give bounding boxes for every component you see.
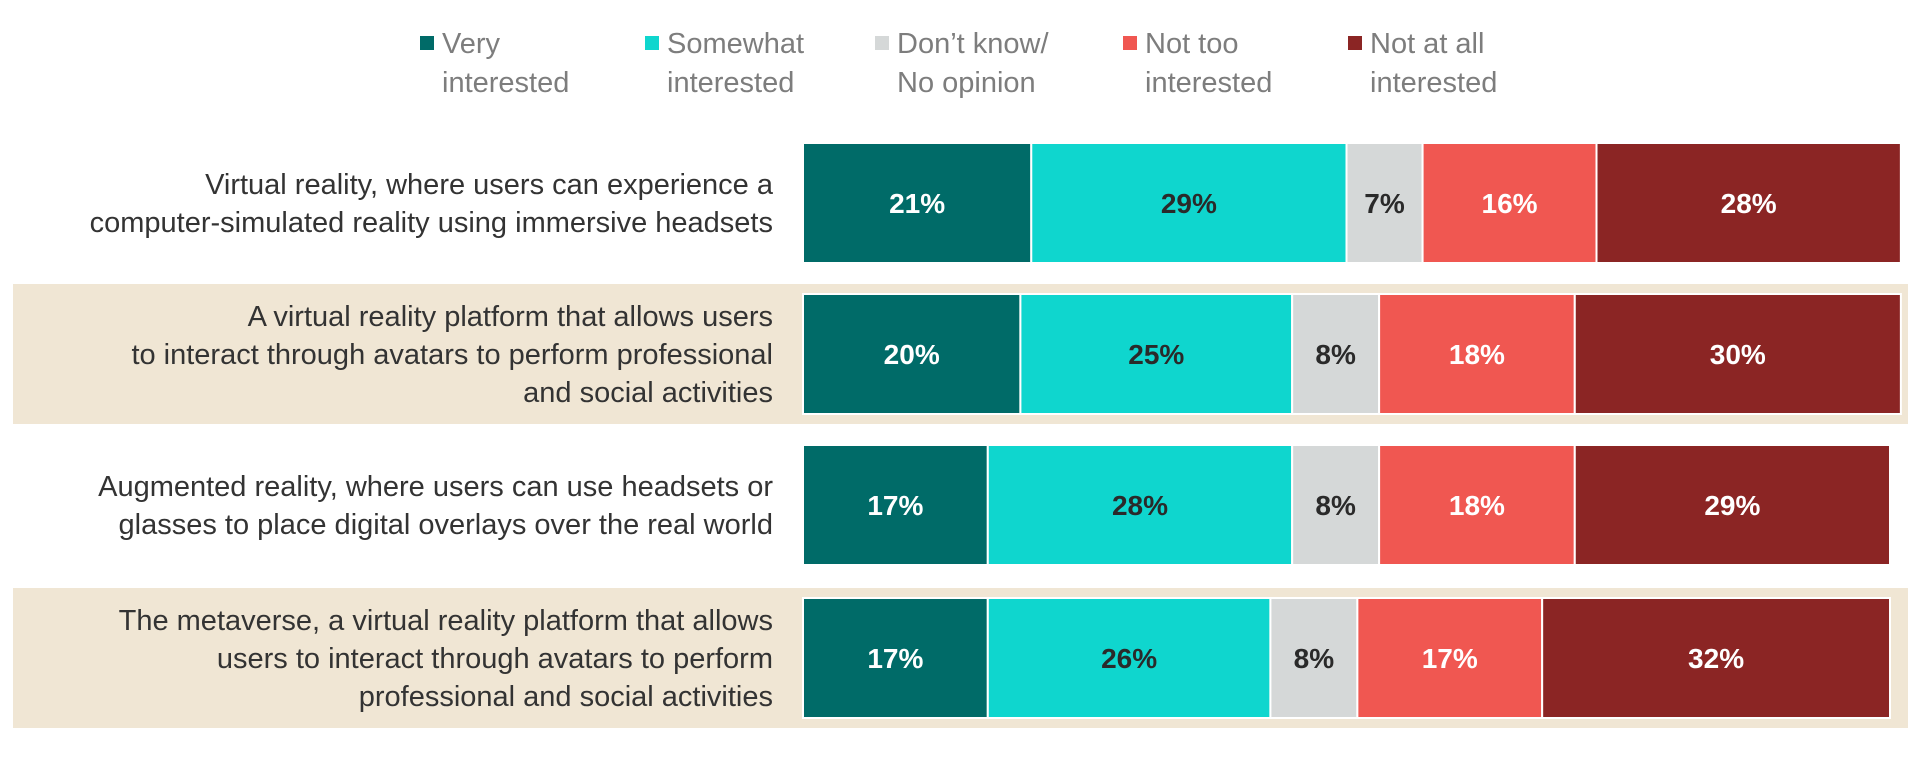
data-label: 26% [1101, 643, 1157, 674]
data-label: 29% [1161, 188, 1217, 219]
bar-segment [802, 444, 989, 566]
data-label: 29% [1704, 490, 1760, 521]
legend-swatch [875, 36, 889, 50]
bar-segment [802, 293, 1022, 415]
legend-swatch [645, 36, 659, 50]
data-label: 8% [1315, 490, 1356, 521]
bar-segment [1356, 597, 1544, 719]
bar-segment [1573, 444, 1892, 566]
bar-segment [1421, 142, 1598, 264]
data-label: 30% [1710, 339, 1766, 370]
data-label: 25% [1128, 339, 1184, 370]
data-label: 20% [884, 339, 940, 370]
legend-swatch [1348, 36, 1362, 50]
bar-segment [1019, 293, 1294, 415]
legend-label: Very interested [442, 28, 569, 99]
data-label: 28% [1112, 490, 1168, 521]
category-label: The metaverse, a virtual reality platfor… [119, 605, 773, 713]
bar-segment [1378, 444, 1576, 566]
data-label: 17% [867, 643, 923, 674]
legend-label: Not at all interested [1370, 28, 1497, 99]
data-label: 21% [889, 188, 945, 219]
legend-item: Somewhat interested [645, 28, 804, 99]
bar-segment [1573, 293, 1902, 415]
bar-segment [986, 444, 1294, 566]
legend-item: Don’t know/No opinion [875, 28, 1049, 99]
data-labels: 21% 29% 7% 16% 28% 20% 25% 8% 18% 30% 17% 28% 8% 18% 2… [867, 188, 1776, 674]
bar-segment [986, 597, 1272, 719]
data-label: 8% [1315, 339, 1356, 370]
bar-segment [1541, 597, 1892, 719]
legend-swatch [1123, 36, 1137, 50]
data-label: 7% [1364, 188, 1405, 219]
bar-segment [1345, 142, 1424, 264]
legend-label: Somewhat interested [667, 28, 804, 99]
data-label: 8% [1294, 643, 1335, 674]
data-label: 17% [867, 490, 923, 521]
category-labels: Virtual reality, where users can experie… [90, 169, 774, 713]
data-label: 17% [1422, 643, 1478, 674]
data-label: 32% [1688, 643, 1744, 674]
bar-segment [1269, 597, 1359, 719]
legend-label: Don’t know/No opinion [897, 28, 1049, 99]
bar-segment [802, 142, 1033, 264]
bar-segment [802, 597, 989, 719]
legend-item: Very interested [420, 28, 569, 99]
bar-segment [1595, 142, 1902, 264]
data-label: 18% [1449, 339, 1505, 370]
data-label: 18% [1449, 490, 1505, 521]
data-label: 16% [1482, 188, 1538, 219]
category-label: A virtual reality platform that allows u… [131, 301, 773, 409]
bar-segment [1291, 293, 1381, 415]
legend-label: Not too interested [1145, 28, 1272, 99]
bar-segment [1030, 142, 1348, 264]
bar-segment [1378, 293, 1576, 415]
legend-item: Not too interested [1123, 28, 1272, 99]
category-label: Virtual reality, where users can experie… [90, 169, 774, 239]
bar-segment [1291, 444, 1381, 566]
bars [802, 142, 1902, 719]
legend-swatch [420, 36, 434, 50]
data-label: 28% [1721, 188, 1777, 219]
legend: Very interested Somewhat interested Don’t kn… [420, 28, 1497, 99]
legend-item: Not at all interested [1348, 28, 1497, 99]
category-label: Augmented reality, where users can use h… [98, 471, 773, 541]
